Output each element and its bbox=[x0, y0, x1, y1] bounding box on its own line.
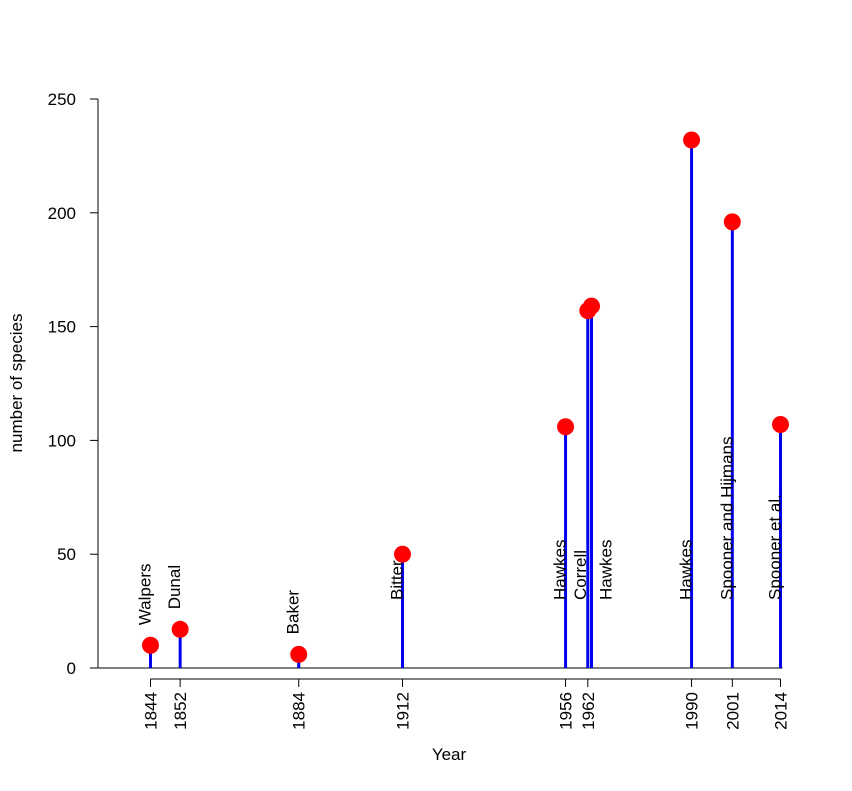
x-tick-label: 1884 bbox=[290, 692, 309, 730]
x-axis-label: Year bbox=[432, 745, 467, 764]
x-tick-label: 1956 bbox=[557, 692, 576, 730]
data-point bbox=[723, 213, 741, 231]
y-tick-label: 150 bbox=[48, 318, 76, 337]
points bbox=[142, 131, 789, 663]
data-point bbox=[171, 620, 189, 638]
point-label: Hawkes bbox=[677, 540, 696, 600]
y-axis-label: number of species bbox=[7, 314, 26, 453]
point-label: Spooner et al. bbox=[766, 494, 785, 600]
point-label: Hawkes bbox=[551, 540, 570, 600]
x-tick-label: 1852 bbox=[171, 692, 190, 730]
data-point bbox=[394, 545, 411, 563]
data-point bbox=[142, 636, 159, 654]
point-label: Dunal bbox=[165, 565, 184, 609]
axes: 0 50 100 150 200 250 1844 1852 1884 1912 1956 1962 1… bbox=[48, 90, 791, 730]
point-label: Walpers bbox=[136, 564, 155, 626]
data-point bbox=[557, 418, 575, 436]
point-label: Bitter bbox=[388, 560, 407, 600]
y-tick-label: 50 bbox=[57, 545, 76, 564]
point-label: Spooner and Hijmans bbox=[717, 437, 736, 600]
x-tick-label: 1962 bbox=[579, 692, 598, 730]
y-tick-label: 200 bbox=[48, 204, 76, 223]
stems bbox=[149, 139, 782, 668]
x-tick-label: 1990 bbox=[683, 692, 702, 730]
data-point bbox=[290, 645, 308, 663]
point-label: Baker bbox=[284, 590, 303, 635]
point-label: Correll bbox=[571, 550, 590, 600]
y-tick-label: 100 bbox=[48, 431, 76, 450]
point-label: Hawkes bbox=[597, 540, 616, 600]
x-tick-label: 2014 bbox=[772, 692, 791, 730]
x-tick-label: 1912 bbox=[394, 692, 413, 730]
y-tick-label: 0 bbox=[67, 659, 76, 678]
x-tick-label: 1844 bbox=[142, 692, 161, 730]
data-point bbox=[683, 131, 701, 149]
x-tick-label: 2001 bbox=[723, 692, 742, 730]
y-tick-label: 250 bbox=[48, 90, 76, 109]
data-point bbox=[772, 415, 789, 433]
data-point bbox=[583, 297, 600, 315]
